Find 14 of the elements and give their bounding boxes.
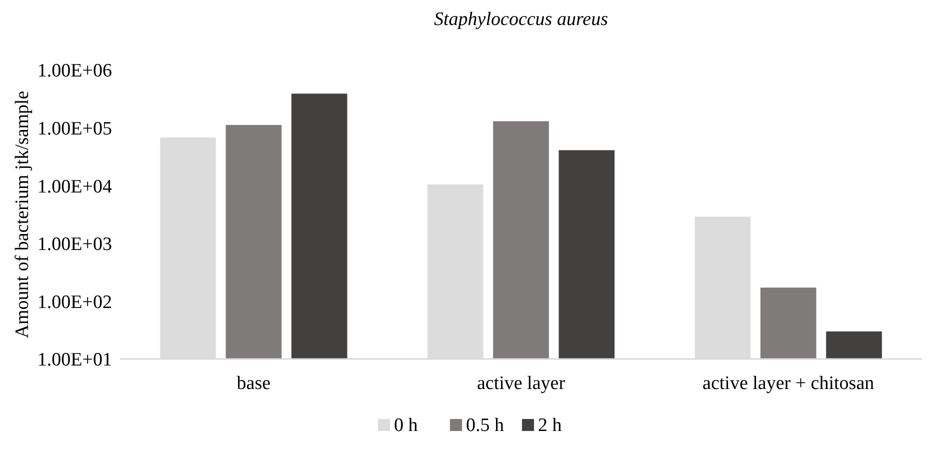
- x-tick-label: active layer + chitosan: [702, 373, 875, 394]
- x-tick-label: base: [236, 373, 271, 394]
- legend-label: 0.5 h: [466, 415, 504, 436]
- y-tick-label: 1.00E+01: [37, 350, 112, 371]
- y-tick-label: 1.00E+04: [37, 176, 112, 198]
- y-tick-label: 1.00E+05: [37, 118, 112, 140]
- y-tick-label: 1.00E+06: [37, 60, 112, 82]
- y-tick-label: 1.00E+03: [37, 234, 112, 256]
- legend-label: 2 h: [538, 415, 562, 436]
- y-axis-title: Amount of bacterium jtk/sample: [12, 90, 33, 338]
- legend-label: 0 h: [394, 415, 418, 436]
- x-tick-label: active layer: [476, 373, 566, 394]
- y-tick-label: 1.00E+02: [37, 292, 112, 313]
- chart-title: Staphylococcus aureus: [434, 9, 608, 30]
